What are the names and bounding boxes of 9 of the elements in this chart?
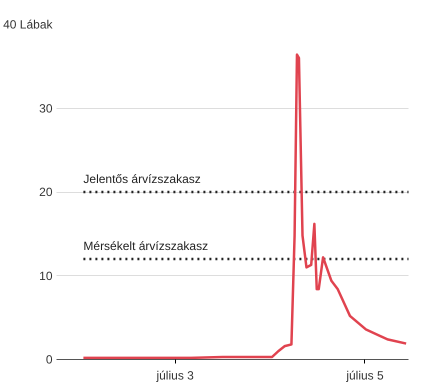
x-tick-label: július 3: [155, 368, 194, 382]
y-tick-label: 0: [46, 352, 53, 366]
y-tick-label: 30: [39, 101, 53, 116]
ref-line-label: Jelentős árvízszakasz: [83, 172, 201, 186]
y-tick-label: 10: [39, 268, 53, 283]
y-tick-label: 20: [39, 185, 53, 199]
ref-line-label: Mérsékelt árvízszakasz: [83, 239, 208, 253]
x-tick-label: július 5: [345, 368, 384, 382]
y-tick-label: 40 Lábak: [3, 18, 54, 32]
